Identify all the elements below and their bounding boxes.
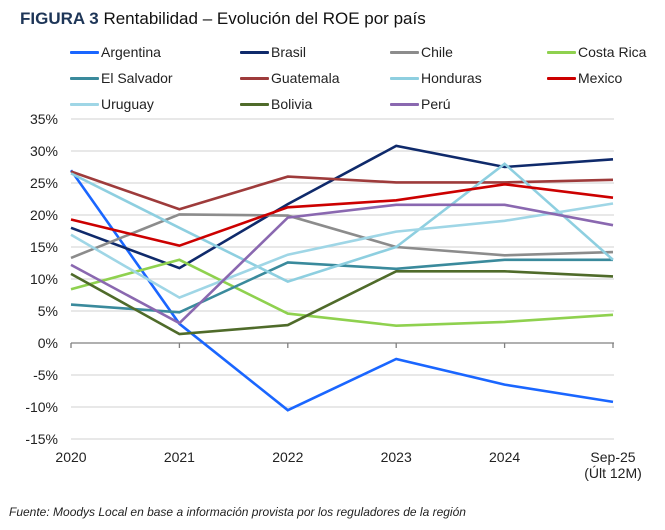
series-line-honduras (70, 162, 614, 283)
legend-item-bolivia: Bolivia (240, 95, 312, 113)
y-tick-label: 15% (30, 239, 58, 255)
y-tick-label: 25% (30, 175, 58, 191)
y-tick-label: 5% (38, 303, 58, 319)
series-line-costa-rica (70, 258, 614, 328)
legend-item-mexico: Mexico (547, 69, 622, 87)
legend-item-el-salvador: El Salvador (70, 69, 173, 87)
legend-swatch (70, 50, 99, 54)
y-tick-label: 10% (30, 271, 58, 287)
gridlines (71, 118, 614, 440)
legend-item-chile: Chile (390, 43, 453, 61)
x-tick-label: 2022 (272, 449, 303, 465)
y-axis: 35% 30% 25% 20% 15% 10% 5% 0% -5% -10% -15% (25, 111, 58, 447)
chart-title: FIGURA 3 Rentabilidad – Evolución del RO… (20, 9, 426, 29)
legend-swatch (70, 76, 99, 80)
y-tick-label: 0% (38, 335, 58, 351)
legend-item-honduras: Honduras (390, 69, 482, 87)
source-note: Fuente: Moodys Local en base a informaci… (9, 505, 466, 519)
legend-label: Perú (421, 96, 451, 112)
legend-label: Guatemala (271, 70, 340, 86)
legend-swatch (240, 50, 269, 54)
series-line-brasil (70, 144, 614, 270)
legend-swatch (547, 76, 576, 80)
series-line-argentina (69, 169, 614, 412)
legend-swatch (70, 102, 99, 106)
figure-number: FIGURA 3 (20, 9, 99, 28)
legend-item-brasil: Brasil (240, 43, 306, 61)
legend-label: Costa Rica (578, 44, 647, 60)
series-line-peru (70, 203, 614, 325)
series-line-bolivia (70, 269, 614, 336)
legend-label: Honduras (421, 70, 482, 86)
series-line-uruguay (70, 202, 614, 300)
x-tick-label: 2021 (164, 449, 195, 465)
legend-swatch (240, 102, 269, 106)
line-chart: 35%30%25%20%15%10%5%0%-5%-10%-15% 2020 20… (25, 111, 642, 481)
y-tick-label: -10% (25, 399, 58, 415)
legend-item-costa-rica: Costa Rica (547, 43, 646, 61)
figure-title-text: Rentabilidad – Evolución del ROE por paí… (103, 9, 426, 28)
legend-item-argentina: Argentina (70, 43, 161, 61)
series-line-mexico (70, 182, 614, 248)
legend-swatch (390, 50, 419, 54)
legend-swatch (390, 102, 419, 106)
legend-label: Brasil (271, 44, 307, 60)
series-lines (69, 144, 614, 412)
y-tick-label: 20% (30, 207, 58, 223)
x-axis: 2020 2021 2022 2023 2024 Sep-25 (Últ 12M) (55, 342, 642, 481)
legend-label: Uruguay (101, 96, 154, 112)
y-tick-label: -5% (33, 367, 58, 383)
x-tick-label: Sep-25 (Últ 12M) (584, 449, 642, 481)
legend-swatch (240, 76, 269, 80)
y-tick-label: 35% (30, 111, 58, 127)
x-tick-label: 2020 (55, 449, 86, 465)
legend-label: Argentina (101, 44, 161, 60)
legend-label: Chile (421, 44, 453, 60)
x-tick-label: 2024 (489, 449, 520, 465)
legend-item-uruguay: Uruguay (70, 95, 154, 113)
legend-swatch (390, 76, 419, 80)
legend-label: Bolivia (271, 96, 313, 112)
y-tick-label: -15% (25, 431, 58, 447)
legend-item-guatemala: Guatemala (240, 69, 339, 87)
x-tick-label: 2023 (381, 449, 412, 465)
legend-label: El Salvador (101, 70, 173, 86)
legend-item-peru: Perú (390, 95, 451, 113)
y-tick-label: 30% (30, 143, 58, 159)
series-line-guatemala (70, 170, 614, 211)
series-line-chile (70, 213, 614, 260)
legend-label: Mexico (578, 70, 623, 86)
legend-swatch (547, 50, 576, 54)
